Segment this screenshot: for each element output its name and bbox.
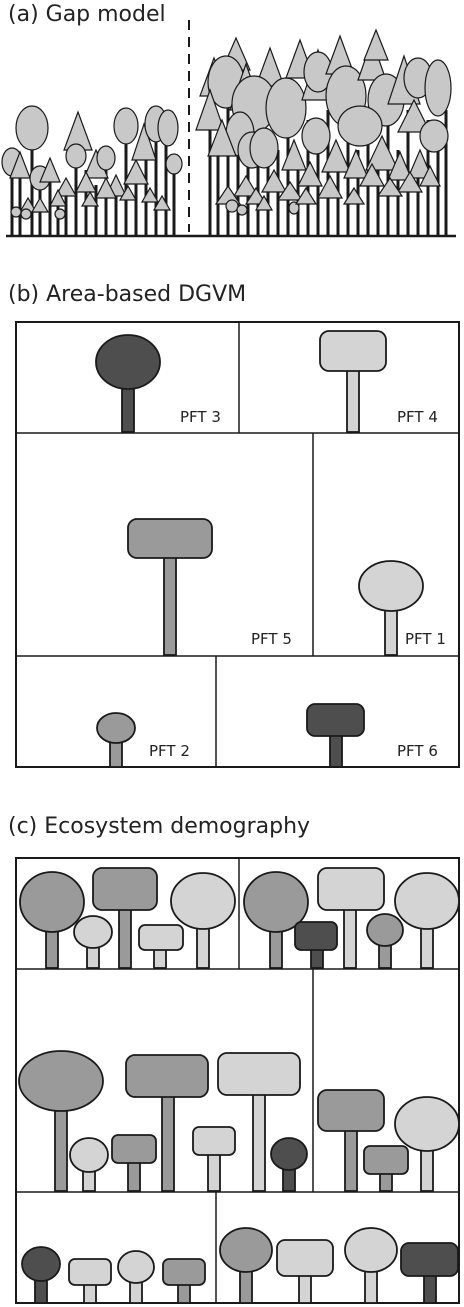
young-stand-crowns <box>1 105 183 220</box>
mature-stand-crowns <box>195 28 452 216</box>
ed-patch-middle-right <box>317 1089 460 1192</box>
ed-patch-middle-left <box>18 1050 308 1192</box>
ed-patch-top-left <box>19 867 236 969</box>
ecosystem-demography-panel <box>15 857 460 1304</box>
pft6-label: PFT 6 <box>397 742 438 760</box>
ed-patch-bottom-left <box>21 1246 206 1304</box>
ed-patch-top-right <box>243 867 460 969</box>
pft2-tree <box>96 712 136 768</box>
pft1-tree <box>358 560 424 656</box>
pft1-label: PFT 1 <box>405 630 446 648</box>
pft4-tree <box>319 330 387 433</box>
pft2-label: PFT 2 <box>149 742 190 760</box>
pft6-tree <box>306 703 365 768</box>
area-dgvm-panel: PFT 3 PFT 4 PFT 5 PFT 1 PFT 2 PFT 6 <box>15 321 460 768</box>
gap-model-panel <box>1 20 456 238</box>
panel-b-title: (b) Area-based DGVM <box>8 282 247 307</box>
ed-patch-bottom-right <box>219 1227 459 1304</box>
panel-c-title: (c) Ecosystem demography <box>8 814 311 839</box>
pft4-label: PFT 4 <box>397 408 438 426</box>
pft5-tree <box>127 518 213 656</box>
pft3-tree <box>95 334 161 433</box>
pft3-label: PFT 3 <box>180 408 221 426</box>
ed-grid-frame <box>15 857 460 1304</box>
dgvm-grid-frame <box>15 321 460 768</box>
panel-a-title: (a) Gap model <box>8 2 166 27</box>
pft5-label: PFT 5 <box>251 630 292 648</box>
